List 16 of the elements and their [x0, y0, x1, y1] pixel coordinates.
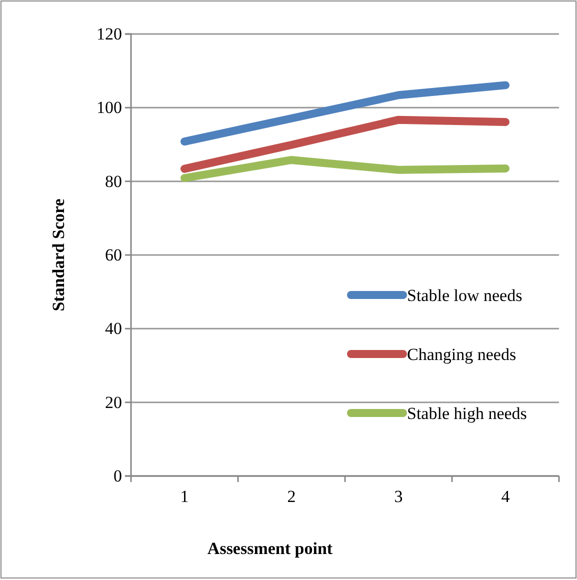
x-tick-label: 1: [180, 487, 189, 506]
x-tick-label: 3: [394, 487, 403, 506]
x-tick-label: 4: [501, 487, 510, 506]
y-tick-label: 20: [105, 392, 122, 412]
y-axis-title: Standard Score: [49, 198, 68, 312]
y-tick-label: 60: [105, 245, 122, 264]
y-tick-label: 120: [96, 24, 122, 44]
y-tick-label: 100: [96, 98, 122, 118]
legend-label: Changing needs: [407, 345, 516, 364]
y-tick-label: 0: [114, 466, 122, 486]
x-axis-title: Assessment point: [207, 539, 333, 558]
y-tick-label: 40: [105, 319, 122, 338]
legend-label: Stable low needs: [407, 286, 522, 305]
x-tick-label: 2: [287, 487, 296, 506]
legend-label: Stable high needs: [407, 404, 527, 423]
y-tick-label: 80: [105, 172, 122, 191]
